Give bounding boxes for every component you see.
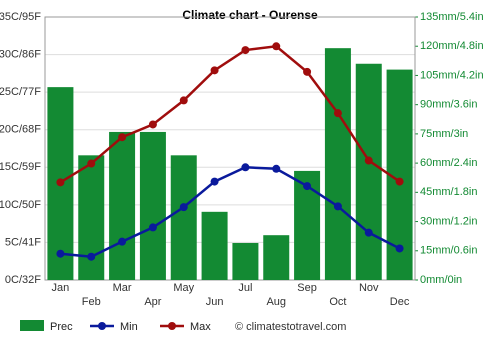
- y-tick-label: 10C/50F: [0, 199, 41, 211]
- x-tick-label: Nov: [359, 282, 379, 294]
- point: [364, 228, 373, 237]
- point: [272, 42, 281, 51]
- y2-tick-label: 75mm/3in: [420, 128, 468, 140]
- point: [303, 67, 312, 76]
- x-tick-label: Jan: [52, 282, 70, 294]
- y2-tick-label: 105mm/4.2in: [420, 69, 484, 81]
- point: [179, 203, 188, 212]
- credit: © climatestotravel.com: [235, 321, 346, 333]
- y2-tick-label: 30mm/1.2in: [420, 215, 477, 227]
- x-tick-label: Dec: [390, 296, 410, 308]
- point: [118, 133, 127, 142]
- point: [333, 202, 342, 211]
- plot-frame: [44, 16, 416, 281]
- x-tick-label: Oct: [329, 296, 346, 308]
- legend-swatch: [20, 320, 44, 331]
- chart-title: Climate chart - Ourense: [182, 8, 318, 22]
- y-tick-label: 35C/95F: [0, 11, 41, 23]
- y2-tick-label: 90mm/3.6in: [420, 99, 477, 111]
- bar: [324, 48, 351, 280]
- y2-tick-label: 0mm/0in: [420, 274, 462, 286]
- legend-label: Max: [190, 321, 211, 333]
- point: [241, 163, 250, 172]
- point: [210, 177, 219, 186]
- point: [364, 156, 373, 165]
- bar: [170, 155, 197, 280]
- point: [148, 223, 157, 232]
- x-tick-label: May: [173, 282, 194, 294]
- x-tick-label: Feb: [82, 296, 101, 308]
- y2-tick-label: 45mm/1.8in: [420, 186, 477, 198]
- y2-tick-label: 135mm/5.4in: [420, 11, 484, 23]
- y-tick-label: 15C/59F: [0, 161, 41, 173]
- y2-tick-label: 60mm/2.4in: [420, 157, 477, 169]
- bar: [78, 155, 105, 280]
- bar: [232, 242, 259, 280]
- legend-label: Min: [120, 321, 138, 333]
- bar: [263, 235, 290, 280]
- point: [56, 178, 65, 187]
- y2-tick-label: 15mm/0.6in: [420, 245, 477, 257]
- y-tick-label: 20C/68F: [0, 124, 41, 136]
- x-tick-label: Jun: [206, 296, 224, 308]
- x-tick-label: Jul: [238, 282, 252, 294]
- point: [241, 46, 250, 55]
- y-tick-label: 5C/41F: [5, 236, 41, 248]
- x-tick-label: Mar: [113, 282, 132, 294]
- point: [303, 182, 312, 191]
- point: [210, 66, 219, 75]
- point: [56, 249, 65, 258]
- line: [59, 44, 401, 184]
- bar: [109, 131, 136, 280]
- bar: [201, 211, 228, 280]
- x-tick-label: Apr: [144, 296, 161, 308]
- y-tick-label: 30C/86F: [0, 48, 41, 60]
- point: [272, 164, 281, 173]
- y-tick-label: 0C/32F: [5, 274, 41, 286]
- y2-tick-label: 120mm/4.8in: [420, 40, 484, 52]
- point: [333, 109, 342, 118]
- point: [395, 244, 404, 253]
- legend-label: Prec: [50, 321, 73, 333]
- point: [118, 237, 127, 246]
- point: [179, 96, 188, 105]
- line: [60, 166, 401, 258]
- y-tick-label: 25C/77F: [0, 86, 41, 98]
- legend-swatch: [168, 322, 176, 330]
- x-tick-label: Sep: [297, 282, 317, 294]
- legend-swatch: [98, 322, 106, 330]
- x-tick-label: Aug: [266, 296, 286, 308]
- point: [148, 120, 157, 129]
- bar: [139, 131, 166, 280]
- point: [395, 177, 404, 186]
- point: [87, 252, 96, 261]
- bar: [355, 63, 382, 280]
- point: [87, 159, 96, 168]
